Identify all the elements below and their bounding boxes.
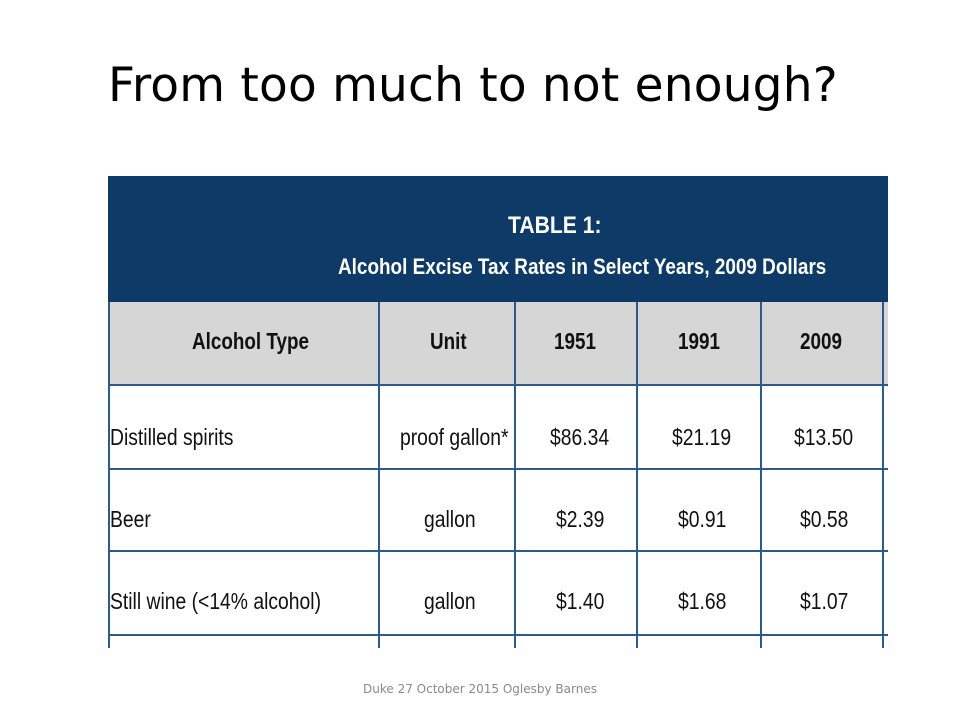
table-title-banner: TABLE 1: Alcohol Excise Tax Rates in Sel… — [108, 176, 888, 302]
cell-alcohol-type: Beer — [110, 506, 151, 532]
cell-unit: gallon — [424, 506, 476, 532]
cell-1951: $1.40 — [556, 588, 605, 614]
grid-line-vertical — [760, 302, 762, 648]
column-header-2009: 2009 — [800, 328, 842, 354]
cell-1991: $21.19 — [672, 424, 732, 450]
grid-line-vertical — [882, 302, 884, 648]
tax-rates-table: TABLE 1: Alcohol Excise Tax Rates in Sel… — [108, 176, 888, 648]
cell-1951: $2.39 — [556, 506, 605, 532]
column-header-1991: 1991 — [678, 328, 720, 354]
cell-1991: $1.68 — [678, 588, 727, 614]
cell-unit: proof gallon* — [400, 424, 509, 450]
grid-line-vertical — [378, 302, 380, 648]
column-header-1951: 1951 — [554, 328, 596, 354]
cell-1991: $0.91 — [678, 506, 727, 532]
grid-line-horizontal — [108, 384, 888, 386]
column-header-unit: Unit — [430, 328, 467, 354]
grid-line-vertical — [108, 302, 110, 648]
slide-title: From too much to not enough? — [108, 58, 838, 113]
cell-2009: $1.07 — [800, 588, 849, 614]
column-header-row: Alcohol Type Unit 1951 1991 2009 — [108, 302, 888, 384]
table-title-line2: Alcohol Excise Tax Rates in Select Years… — [338, 254, 827, 279]
cell-2009: $0.58 — [800, 506, 849, 532]
column-header-alcohol-type: Alcohol Type — [192, 328, 310, 354]
cell-1951: $86.34 — [550, 424, 610, 450]
grid-line-horizontal — [108, 468, 888, 470]
grid-line-horizontal — [108, 550, 888, 552]
cell-alcohol-type: Still wine (<14% alcohol) — [110, 588, 322, 614]
grid-line-vertical — [636, 302, 638, 648]
grid-line-horizontal — [108, 634, 888, 636]
cell-alcohol-type: Distilled spirits — [110, 424, 234, 450]
grid-line-vertical — [514, 302, 516, 648]
cell-unit: gallon — [424, 588, 476, 614]
cell-2009: $13.50 — [794, 424, 854, 450]
slide-footer: Duke 27 October 2015 Oglesby Barnes — [363, 682, 597, 696]
table-title-line1: TABLE 1: — [508, 212, 602, 239]
